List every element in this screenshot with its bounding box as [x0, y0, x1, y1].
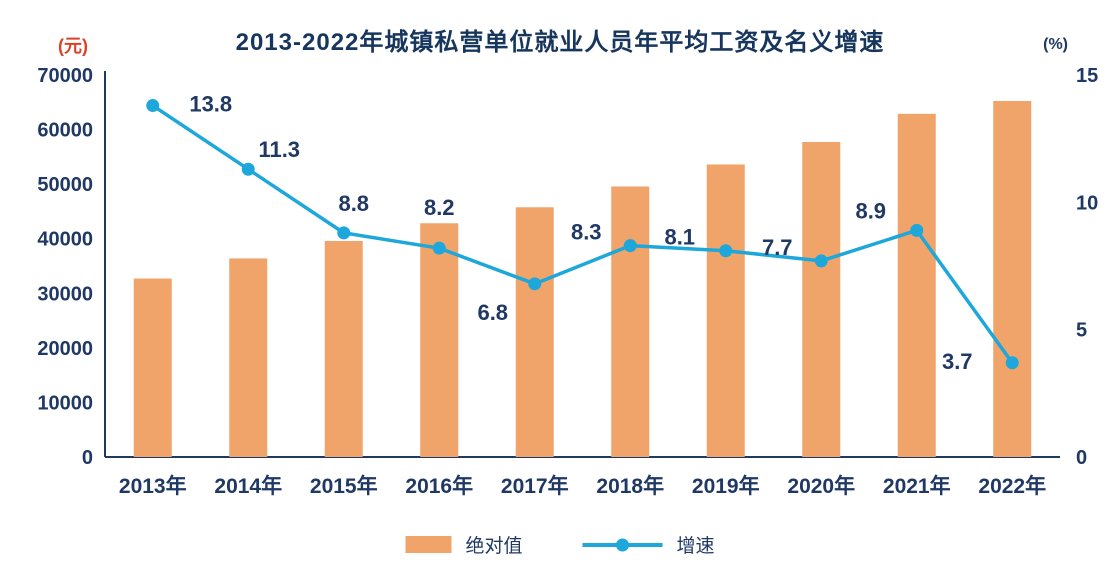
- left-axis-tick-label: 10000: [37, 392, 93, 414]
- x-axis-category-label: 2013年: [119, 474, 187, 498]
- left-axis-unit: (元): [58, 36, 88, 56]
- right-axis-tick-label: 10: [1076, 192, 1098, 214]
- legend: 绝对值 增速: [405, 531, 715, 558]
- legend-bar-swatch-icon: [405, 536, 452, 553]
- x-axis-category-label: 2020年: [787, 474, 855, 498]
- legend-line-dot-icon: [616, 538, 629, 551]
- growth-data-label: 8.2: [424, 195, 455, 220]
- left-axis-tick-label: 50000: [37, 174, 93, 196]
- line-point-2018年: [623, 239, 637, 253]
- bar-2013年: [133, 278, 172, 457]
- growth-data-label: 8.3: [571, 220, 602, 245]
- bar-2016年: [420, 223, 459, 457]
- bar-2019年: [706, 164, 745, 457]
- bar-2021年: [897, 113, 936, 457]
- right-axis-tick-label: 15: [1076, 65, 1098, 87]
- line-point-2015年: [337, 226, 351, 240]
- left-axis-tick-label: 40000: [37, 229, 93, 251]
- x-axis-category-label: 2016年: [405, 474, 473, 498]
- growth-data-label: 7.7: [762, 235, 793, 260]
- growth-data-label: 8.9: [855, 198, 886, 223]
- legend-line-label: 增速: [676, 536, 715, 557]
- line-point-2019年: [719, 244, 733, 258]
- right-axis-tick-label: 5: [1076, 320, 1087, 342]
- right-axis-unit: (%): [1043, 36, 1068, 53]
- line-point-2021年: [910, 223, 924, 237]
- line-point-2020年: [814, 254, 828, 268]
- growth-data-label: 11.3: [258, 137, 300, 162]
- growth-data-label: 3.7: [942, 349, 973, 374]
- bar-2017年: [515, 207, 554, 457]
- legend-line-swatch-icon: [582, 538, 663, 551]
- left-axis-tick-label: 0: [82, 447, 93, 469]
- bar-2022年: [993, 100, 1032, 457]
- x-axis-category-label: 2021年: [883, 474, 951, 498]
- growth-data-label: 8.8: [338, 191, 369, 216]
- bar-2015年: [324, 240, 363, 457]
- growth-line: [151, 103, 1014, 365]
- growth-data-label: 8.1: [664, 225, 695, 250]
- line-point-2016年: [432, 241, 446, 255]
- left-axis-tick-label: 60000: [37, 120, 93, 142]
- chart-title: 2013-2022年城镇私营单位就业人员年平均工资及名义增速: [235, 29, 885, 56]
- left-axis-tick-label: 20000: [37, 338, 93, 360]
- left-axis-tick-label: 70000: [37, 65, 93, 87]
- right-axis-tick-label: 0: [1076, 447, 1087, 469]
- growth-data-label: 13.8: [189, 92, 232, 117]
- bar-2018年: [611, 186, 650, 457]
- x-axis-category-label: 2019年: [692, 474, 760, 498]
- x-axis-category-label: 2017年: [501, 474, 569, 498]
- x-axis-category-label: 2014年: [214, 474, 282, 498]
- line-point-2013年: [146, 99, 160, 113]
- x-axis-category-label: 2022年: [978, 474, 1046, 498]
- growth-data-label: 6.8: [477, 300, 508, 325]
- bar-2014年: [229, 258, 268, 457]
- line-point-2022年: [1005, 356, 1019, 370]
- bar-2020年: [802, 141, 841, 457]
- line-point-2014年: [241, 162, 255, 176]
- left-axis-tick-label: 30000: [37, 283, 93, 305]
- x-axis-category-label: 2015年: [310, 474, 378, 498]
- legend-bar-label: 绝对值: [465, 536, 523, 557]
- x-axis-category-label: 2018年: [596, 474, 664, 498]
- line-point-2017年: [528, 277, 542, 291]
